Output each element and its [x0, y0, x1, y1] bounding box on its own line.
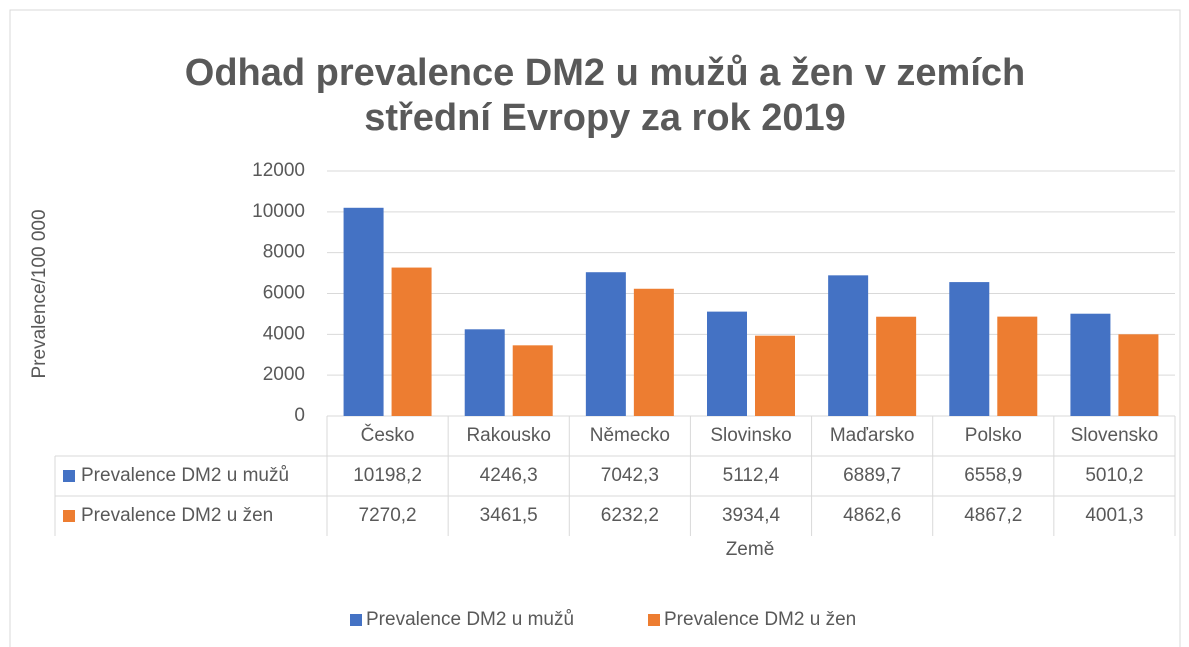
table-row-header: Prevalence DM2 u žen	[81, 505, 273, 526]
y-tick-label: 10000	[252, 201, 305, 222]
bar	[391, 267, 432, 416]
x-tick-label: Česko	[361, 424, 415, 446]
legend-key	[648, 614, 660, 626]
bar	[949, 282, 990, 416]
table-value: 10198,2	[353, 465, 422, 486]
y-tick-label: 0	[294, 405, 305, 426]
x-tick-label: Německo	[590, 425, 670, 446]
x-tick-label: Rakousko	[466, 425, 551, 446]
table-value: 6232,2	[601, 505, 659, 526]
legend-label: Prevalence DM2 u žen	[664, 609, 856, 630]
table-value: 4862,6	[843, 505, 901, 526]
table-row-header: Prevalence DM2 u mužů	[81, 465, 289, 486]
table-legend-key	[63, 470, 75, 482]
bar	[1070, 313, 1111, 416]
bar	[1118, 334, 1159, 416]
bar	[828, 275, 869, 416]
table-value: 7042,3	[601, 465, 659, 486]
legend-key	[350, 614, 362, 626]
chart-title: střední Evropy za rok 2019	[364, 97, 846, 139]
x-tick-label: Maďarsko	[830, 425, 915, 446]
bar	[512, 345, 553, 416]
x-tick-label: Polsko	[965, 425, 1022, 446]
x-tick-label: Slovensko	[1071, 425, 1159, 446]
table-value: 4001,3	[1085, 505, 1143, 526]
table-value: 4246,3	[480, 465, 538, 486]
y-tick-label: 12000	[252, 160, 305, 181]
table-legend-key	[63, 510, 75, 522]
legend-label: Prevalence DM2 u mužů	[366, 609, 574, 630]
table-value: 5010,2	[1085, 465, 1143, 486]
bar	[707, 311, 747, 416]
y-tick-label: 2000	[263, 364, 305, 385]
table-value: 6558,9	[964, 465, 1022, 486]
bar	[464, 329, 505, 416]
bar	[343, 207, 384, 416]
y-tick-label: 8000	[263, 242, 305, 263]
table-value: 7270,2	[359, 505, 417, 526]
table-value: 3934,4	[722, 505, 781, 526]
table-value: 6889,7	[843, 465, 901, 486]
table-value: 3461,5	[480, 505, 538, 526]
y-tick-label: 6000	[263, 283, 305, 304]
table-value: 4867,2	[964, 505, 1022, 526]
x-axis-title: Země	[726, 539, 775, 560]
bar	[876, 316, 917, 416]
chart-title: Odhad prevalence DM2 u mužů a žen v zemí…	[185, 52, 1025, 94]
y-tick-label: 4000	[263, 323, 305, 344]
bar	[997, 316, 1038, 416]
bar	[633, 288, 674, 416]
table-value: 5112,4	[723, 465, 780, 486]
bar	[585, 272, 626, 416]
y-axis-title: Prevalence/100 000	[29, 209, 50, 378]
bar	[755, 335, 795, 416]
x-tick-label: Slovinsko	[710, 425, 791, 446]
